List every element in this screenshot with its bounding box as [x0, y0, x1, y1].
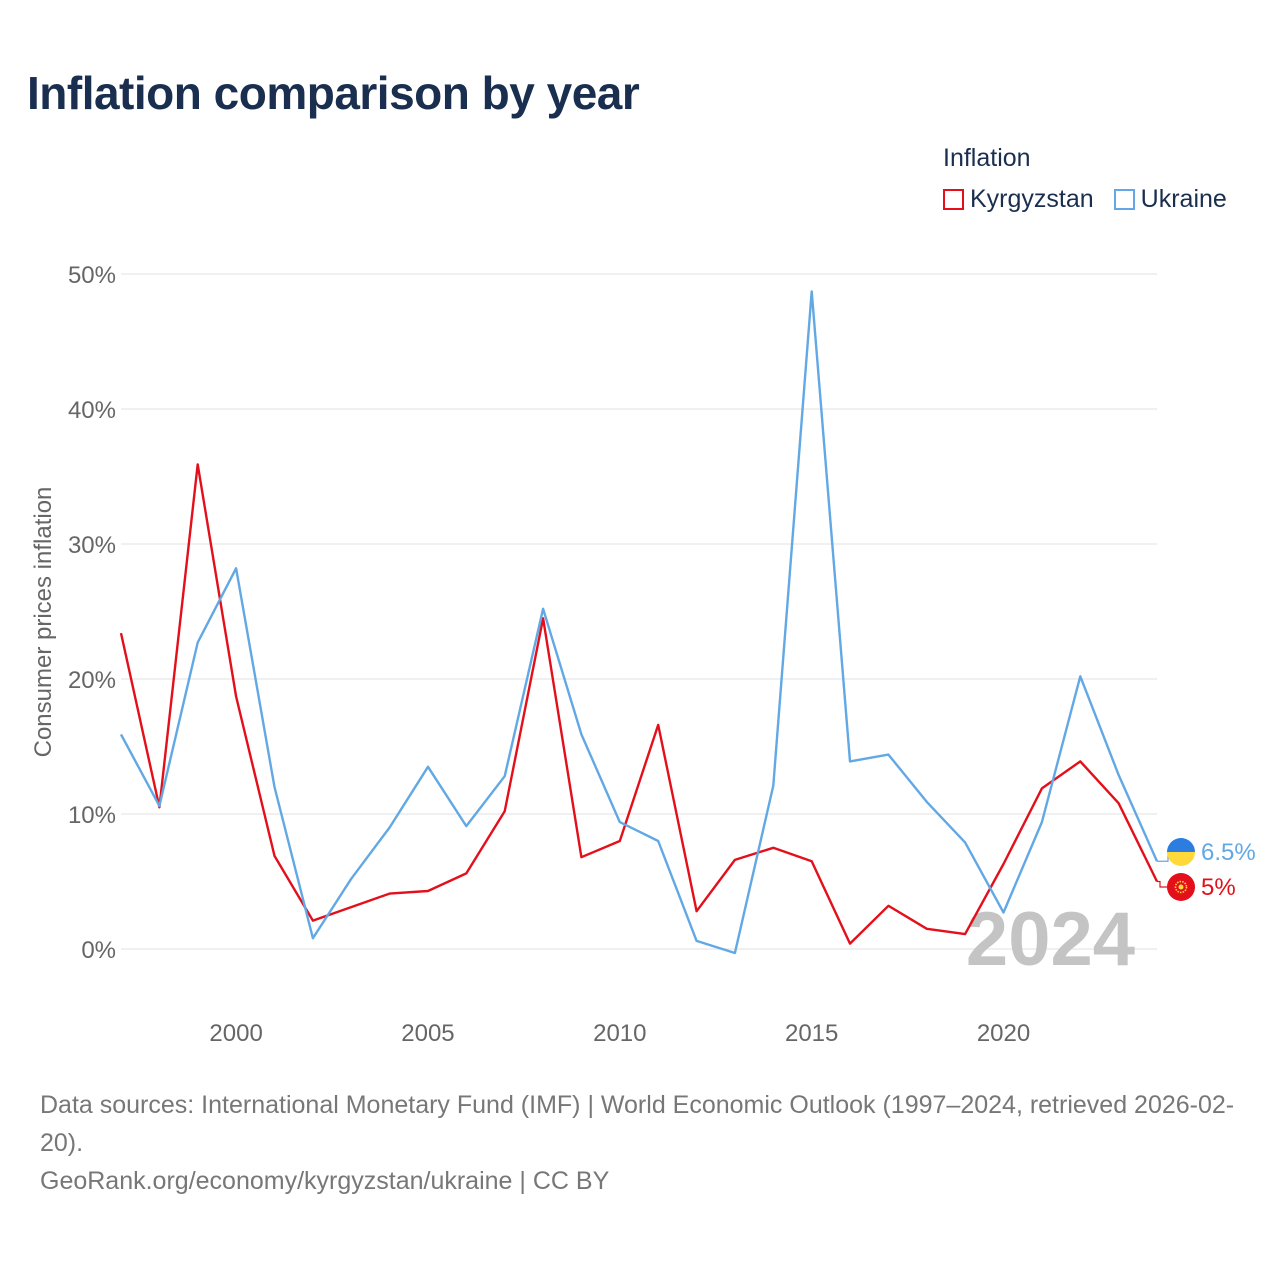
attribution: GeoRank.org/economy/kyrgyzstan/ukraine |… [40, 1167, 610, 1195]
legend-label-kyrgyzstan: Kyrgyzstan [970, 185, 1094, 213]
legend: Kyrgyzstan Ukraine [943, 185, 1247, 214]
x-tick-label: 2000 [209, 1020, 262, 1047]
kyrgyzstan-connector [1157, 880, 1167, 888]
y-tick-label: 40% [68, 397, 116, 424]
y-tick-label: 0% [81, 937, 116, 964]
y-axis-ticks: 0% 10% 20% 30% 40% 50% [68, 262, 116, 964]
kyrgyzstan-flag-icon [1167, 873, 1195, 901]
legend-item-ukraine[interactable]: Ukraine [1113, 185, 1227, 214]
kyrgyzstan-end-label: 5% [1201, 874, 1236, 901]
y-axis-label: Consumer prices inflation [30, 487, 57, 758]
line-chart: 0% 10% 20% 30% 40% 50% 2000 2005 2010 2015 2020 2… [30, 262, 1256, 1047]
legend-swatch-ukraine [1113, 189, 1135, 210]
y-tick-label: 50% [68, 262, 116, 289]
series-lines [119, 290, 1159, 955]
legend-title: Inflation [943, 144, 1031, 172]
legend-label-ukraine: Ukraine [1140, 185, 1227, 213]
legend-swatch-kyrgyzstan [943, 189, 964, 210]
series-line-kyrgyzstan [119, 463, 1159, 945]
data-sources: Data sources: International Monetary Fun… [40, 1091, 1235, 1157]
x-tick-label: 2010 [593, 1020, 646, 1047]
series-line-ukraine [119, 290, 1159, 955]
grid-lines [121, 273, 1157, 950]
y-tick-label: 20% [68, 667, 116, 694]
year-watermark: 2024 [966, 897, 1135, 982]
x-axis-ticks: 2000 2005 2010 2015 2020 [209, 1020, 1030, 1047]
x-tick-label: 2020 [977, 1020, 1030, 1047]
ukraine-connector [1157, 852, 1169, 862]
end-markers: 6.5% 5% [1157, 838, 1256, 901]
x-tick-label: 2015 [785, 1020, 838, 1047]
y-tick-label: 30% [68, 532, 116, 559]
footer: Data sources: International Monetary Fun… [40, 1086, 1250, 1200]
y-tick-label: 10% [68, 802, 116, 829]
x-tick-label: 2005 [401, 1020, 454, 1047]
legend-item-kyrgyzstan[interactable]: Kyrgyzstan [943, 185, 1094, 214]
chart-title: Inflation comparison by year [27, 67, 640, 119]
ukraine-end-label: 6.5% [1201, 839, 1256, 866]
ukraine-flag-icon [1167, 838, 1195, 866]
